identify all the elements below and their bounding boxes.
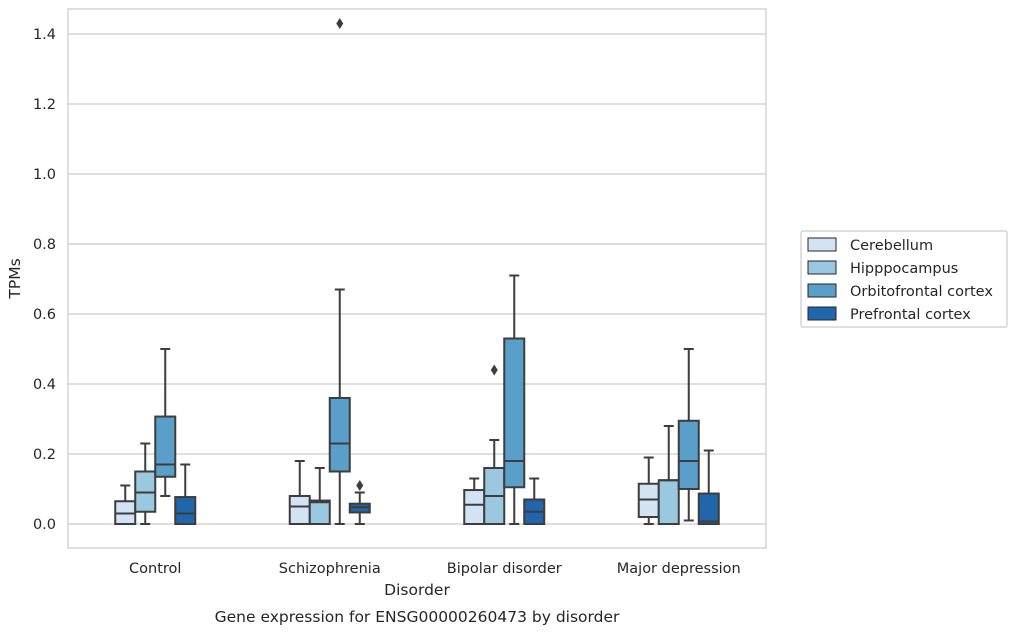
chart-caption: Gene expression for ENSG00000260473 by d… <box>215 608 620 626</box>
y-tick-label: 0.4 <box>33 377 56 393</box>
y-tick-label: 1.2 <box>33 97 56 113</box>
box-cerebellum <box>637 456 660 525</box>
legend-entry-label: Orbitofrontal cortex <box>850 284 993 300</box>
box-body <box>677 419 700 490</box>
box-body <box>697 492 720 525</box>
box-orbitofrontal-cortex <box>328 18 351 525</box>
box-prefrontal-cortex <box>697 449 720 525</box>
y-tick-label: 0.0 <box>33 517 56 533</box>
y-tick-label: 0.2 <box>33 447 56 463</box>
box-body <box>328 397 351 473</box>
legend: Cerebellum Hipppocampus Orbitofrontal cort… <box>800 230 1008 328</box>
outlier-marker <box>336 18 344 29</box>
box-body <box>174 496 197 525</box>
outlier-marker <box>490 364 498 376</box>
box-orbitofrontal-cortex <box>677 348 700 522</box>
box-cerebellum <box>463 477 486 525</box>
box-body <box>308 499 331 525</box>
box-hipppocampus <box>483 364 506 525</box>
x-tick-label: Schizophrenia <box>279 561 381 577</box>
box-body <box>288 495 311 525</box>
x-tick-label: Bipolar disorder <box>447 561 562 577</box>
x-tick-label: Major depression <box>617 561 741 577</box>
x-axis-label: Disorder <box>384 581 450 599</box>
gridlines <box>68 33 766 525</box>
x-tick-label: Control <box>129 561 181 577</box>
box-cerebellum <box>288 460 311 525</box>
outlier-marker <box>356 480 364 491</box>
legend-swatch <box>807 260 837 275</box>
box-prefrontal-cortex <box>348 480 371 525</box>
legend-swatch <box>807 237 837 252</box>
legend-entry-label: Prefrontal cortex <box>850 307 971 323</box>
box-hipppocampus <box>308 467 331 525</box>
plot-frame <box>67 8 767 549</box>
box-prefrontal-cortex <box>523 477 546 525</box>
box-cerebellum <box>114 484 137 525</box>
box-body <box>657 479 680 525</box>
box-hipppocampus <box>134 442 157 525</box>
box-body <box>503 337 526 489</box>
legend-entry-label: Cerebellum <box>850 238 933 254</box>
box-prefrontal-cortex <box>174 463 197 525</box>
y-tick-label: 0.6 <box>33 307 56 323</box>
y-axis-ticks: 0.0 0.2 0.4 0.6 0.8 1.0 1.2 1.4 <box>33 27 56 533</box>
x-axis-ticks: Control Schizophrenia Bipolar disorder Majo… <box>129 561 741 577</box>
box-orbitofrontal-cortex <box>154 348 177 497</box>
box-body <box>463 489 486 525</box>
box-body <box>154 415 177 478</box>
y-tick-label: 1.4 <box>33 27 56 43</box>
box-orbitofrontal-cortex <box>503 274 526 525</box>
y-tick-label: 0.8 <box>33 237 56 253</box>
box-hipppocampus <box>657 425 680 525</box>
boxes <box>114 18 720 525</box>
y-axis-label: TPMs <box>6 258 24 299</box>
legend-swatch <box>807 306 837 321</box>
legend-entry-label: Hipppocampus <box>850 261 958 277</box>
legend-swatch <box>807 283 837 298</box>
legend-frame <box>800 230 1008 328</box>
y-tick-label: 1.0 <box>33 167 56 183</box>
